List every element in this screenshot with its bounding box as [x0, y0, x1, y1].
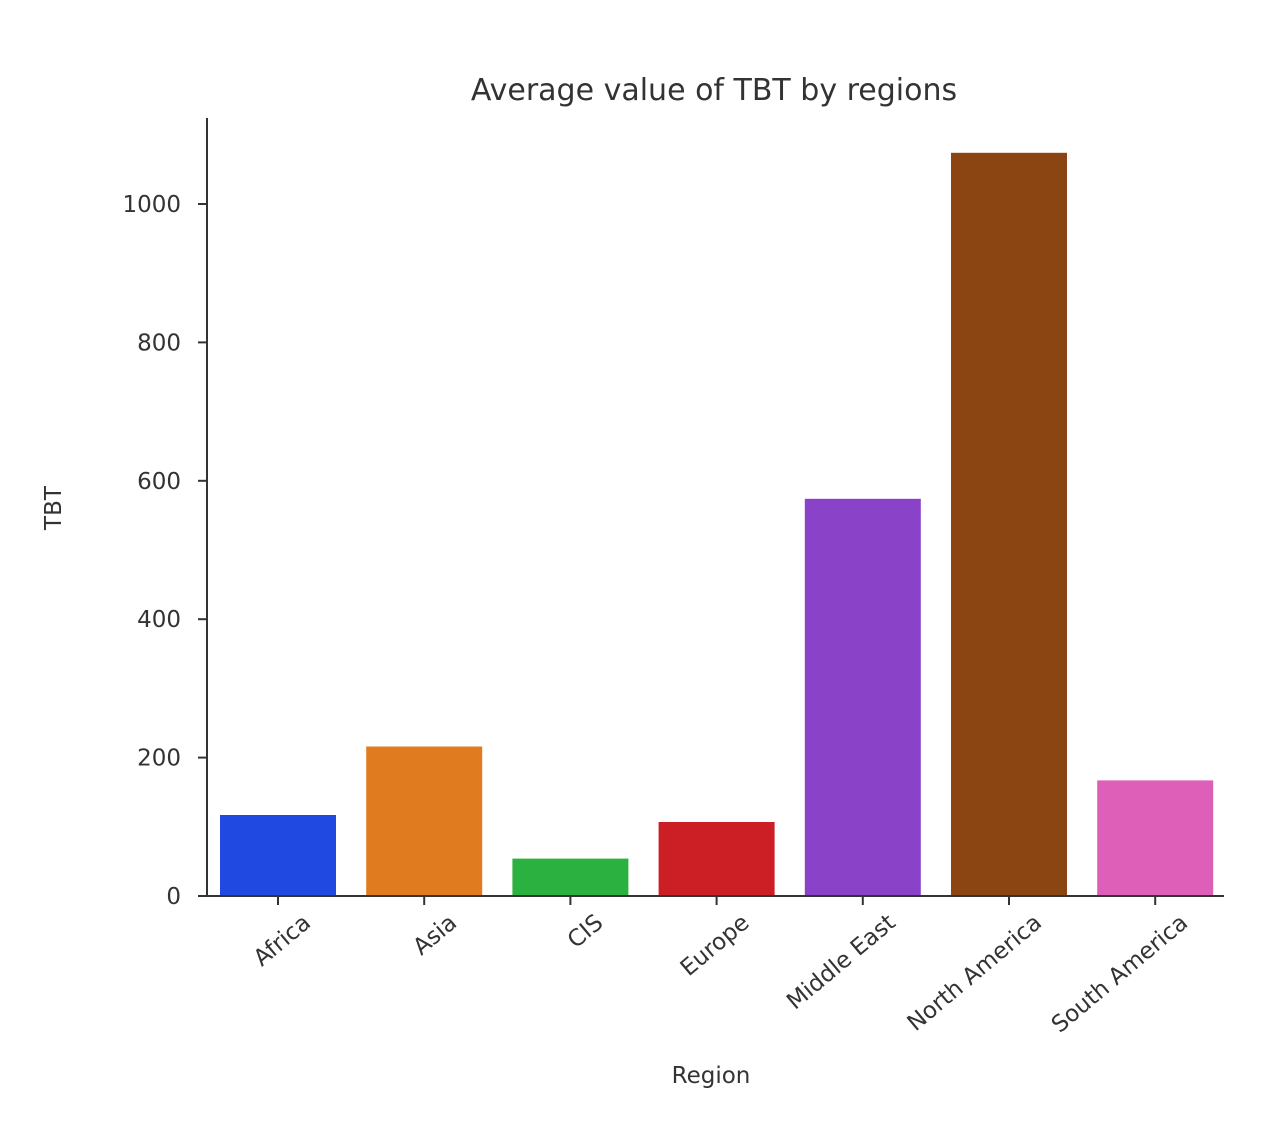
y-tick-label: 800 [137, 330, 181, 356]
bar-africa [220, 815, 336, 896]
x-tick-label: Middle East [782, 910, 901, 1015]
x-tick-label: Asia [408, 910, 462, 961]
chart-title: Average value of TBT by regions [471, 73, 957, 108]
x-tick-label: Europe [676, 910, 755, 982]
bars-layer [220, 152, 1214, 897]
y-tick-label: 1000 [122, 192, 181, 218]
axes-layer [206, 118, 1224, 897]
y-tick-label: 200 [137, 746, 181, 772]
x-tick-label: CIS [563, 910, 608, 954]
x-tick-label: South America [1047, 910, 1193, 1039]
bar-europe [658, 822, 775, 896]
y-axis-label: TBT [41, 485, 67, 531]
y-tick-label: 400 [137, 607, 181, 633]
y-tick-label: 600 [137, 469, 181, 495]
bar-middle-east [804, 498, 921, 896]
x-axis-label: Region [672, 1063, 751, 1089]
x-tick-label: North America [903, 910, 1047, 1037]
bar-north-america [951, 152, 1067, 897]
y-tick-label: 0 [166, 884, 181, 910]
bar-cis [512, 858, 629, 896]
x-tick-label: Africa [249, 910, 316, 972]
bar-asia [366, 746, 483, 896]
bar-south-america [1097, 780, 1214, 896]
